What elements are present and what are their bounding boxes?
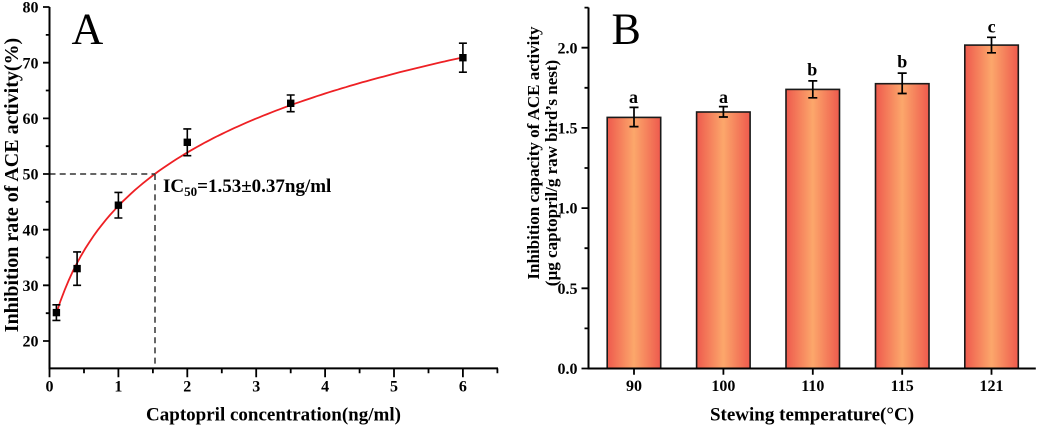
svg-text:(µg captopril/g raw bird’s nes: (µg captopril/g raw bird’s nest) <box>542 60 561 286</box>
svg-text:50: 50 <box>23 167 39 184</box>
svg-text:30: 30 <box>23 278 39 295</box>
svg-text:6: 6 <box>459 379 467 396</box>
svg-text:121: 121 <box>980 378 1004 395</box>
svg-text:1: 1 <box>114 379 122 396</box>
svg-text:c: c <box>988 16 996 36</box>
svg-text:20: 20 <box>23 334 39 351</box>
svg-text:0.0: 0.0 <box>558 361 578 378</box>
svg-text:b: b <box>897 52 907 72</box>
svg-text:110: 110 <box>801 378 824 395</box>
svg-text:40: 40 <box>23 222 39 239</box>
svg-text:70: 70 <box>23 55 39 72</box>
svg-text:0.5: 0.5 <box>558 281 578 298</box>
svg-text:4: 4 <box>321 379 329 396</box>
svg-text:60: 60 <box>23 111 39 128</box>
svg-text:0: 0 <box>46 379 54 396</box>
svg-text:Inhibition rate of ACE activit: Inhibition rate of ACE activity(%) <box>1 38 23 332</box>
svg-text:1.5: 1.5 <box>558 121 578 138</box>
svg-text:a: a <box>719 87 728 107</box>
svg-text:A: A <box>72 5 104 54</box>
svg-text:b: b <box>807 59 817 79</box>
svg-text:115: 115 <box>891 378 914 395</box>
svg-text:1.0: 1.0 <box>558 201 578 218</box>
svg-text:2: 2 <box>183 379 191 396</box>
svg-text:90: 90 <box>626 378 642 395</box>
svg-text:Captopril concentration(ng/ml): Captopril concentration(ng/ml) <box>146 405 401 426</box>
svg-text:IC50=1.53±0.37ng/ml: IC50=1.53±0.37ng/ml <box>163 176 331 199</box>
svg-text:3: 3 <box>252 379 260 396</box>
svg-text:Inhibition capacity of ACE act: Inhibition capacity of ACE activity <box>524 26 543 280</box>
svg-text:a: a <box>629 87 638 107</box>
svg-text:80: 80 <box>23 0 39 17</box>
svg-text:2.0: 2.0 <box>558 40 578 57</box>
svg-text:100: 100 <box>711 378 735 395</box>
svg-text:B: B <box>612 5 641 54</box>
svg-text:Stewing temperature(°C): Stewing temperature(°C) <box>710 405 914 426</box>
svg-text:5: 5 <box>390 379 398 396</box>
